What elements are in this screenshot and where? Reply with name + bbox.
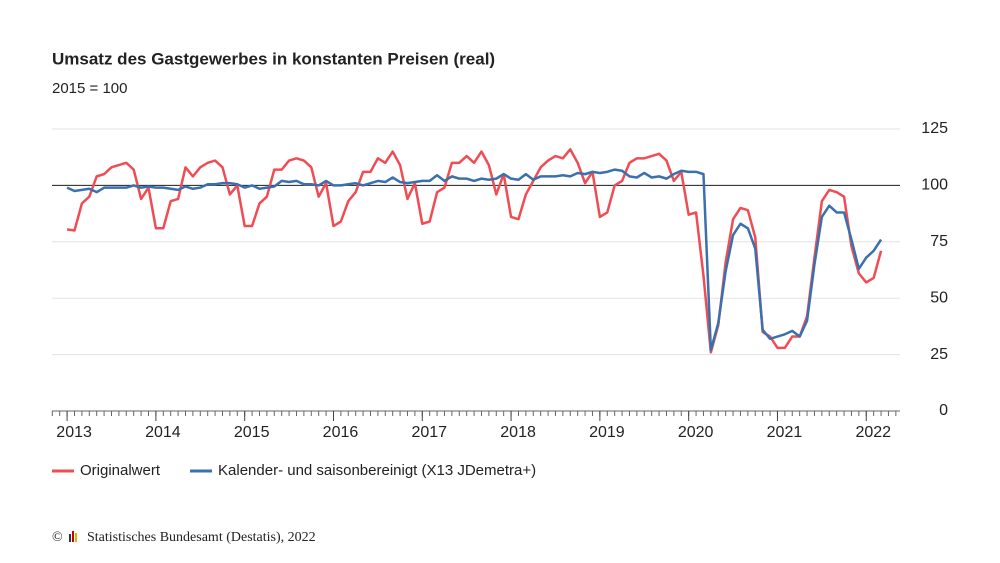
x-tick-label: 2019 — [589, 424, 625, 441]
x-tick-label: 2013 — [56, 424, 92, 441]
y-tick-label: 125 — [921, 120, 948, 137]
chart-title: Umsatz des Gastgewerbes in konstanten Pr… — [52, 49, 495, 68]
legend-label: Kalender- und saisonbereinigt (X13 JDeme… — [218, 462, 536, 479]
y-tick-label: 50 — [930, 289, 948, 306]
y-tick-label: 0 — [939, 402, 948, 419]
logo-bar — [72, 531, 74, 542]
x-tick-label: 2015 — [234, 424, 270, 441]
logo-bar — [69, 534, 71, 542]
x-tick-label: 2017 — [411, 424, 447, 441]
series-line — [66, 148, 883, 354]
y-tick-label: 25 — [930, 346, 948, 363]
series-line — [66, 168, 883, 352]
source: Statistisches Bundesamt (Destatis), 2022 — [87, 530, 316, 545]
x-tick-label: 2018 — [500, 424, 536, 441]
y-tick-label: 75 — [930, 233, 948, 250]
logo-bar — [75, 533, 77, 542]
x-tick-label: 2022 — [855, 424, 891, 441]
x-tick-label: 2021 — [767, 424, 803, 441]
x-tick-label: 2014 — [145, 424, 181, 441]
legend-label: Originalwert — [80, 462, 161, 479]
logo — [69, 531, 77, 542]
x-tick-label: 2016 — [323, 424, 359, 441]
y-tick-label: 100 — [921, 177, 948, 194]
chart-subtitle: 2015 = 100 — [52, 80, 128, 97]
copyright-sign: © — [52, 530, 63, 545]
x-tick-label: 2020 — [678, 424, 714, 441]
